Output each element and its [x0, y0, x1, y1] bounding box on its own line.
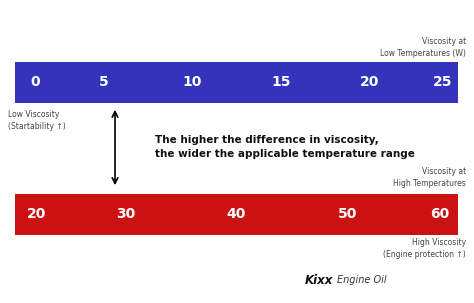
Text: 20: 20	[27, 208, 46, 221]
Text: 5: 5	[99, 75, 109, 89]
Text: High Viscosity
(Engine protection ↑): High Viscosity (Engine protection ↑)	[383, 238, 466, 259]
Text: Kixx: Kixx	[305, 274, 333, 287]
Text: Engine Oil: Engine Oil	[337, 275, 387, 285]
Text: 0: 0	[30, 75, 40, 89]
Text: 50: 50	[337, 208, 357, 221]
Bar	[15, 194, 458, 235]
Text: 60: 60	[430, 208, 450, 221]
Text: Viscosity at
High Temperatures: Viscosity at High Temperatures	[393, 167, 466, 188]
Text: 30: 30	[116, 208, 136, 221]
Text: 10: 10	[182, 75, 202, 89]
Text: 25: 25	[433, 75, 453, 89]
Text: 20: 20	[360, 75, 379, 89]
Bar	[15, 62, 458, 103]
Text: 40: 40	[227, 208, 246, 221]
Text: The higher the difference in viscosity,
the wider the applicable temperature ran: The higher the difference in viscosity, …	[155, 135, 415, 159]
Text: Low Viscosity
(Startability ↑): Low Viscosity (Startability ↑)	[8, 110, 66, 131]
Text: Viscosity at
Low Temperatures (W): Viscosity at Low Temperatures (W)	[380, 37, 466, 58]
Text: 15: 15	[271, 75, 291, 89]
